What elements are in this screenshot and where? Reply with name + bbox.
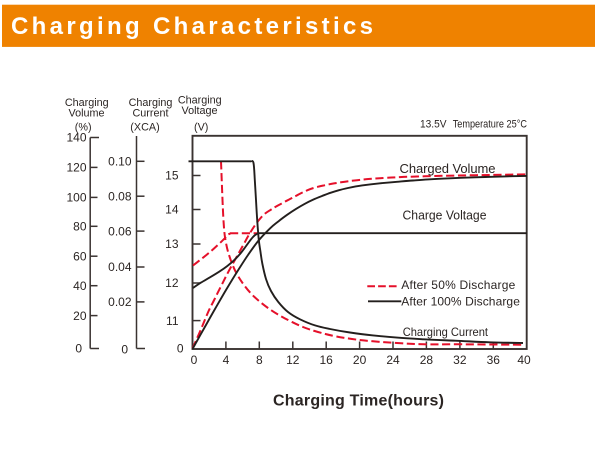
svg-text:20: 20 [73,309,87,323]
svg-text:Voltage: Voltage [181,105,217,117]
svg-text:0.08: 0.08 [108,189,132,203]
svg-text:140: 140 [66,131,86,145]
svg-text:Charge Voltage: Charge Voltage [403,208,487,222]
svg-text:14: 14 [165,203,179,217]
svg-text:40: 40 [73,279,87,293]
svg-text:100: 100 [66,191,86,205]
svg-text:13: 13 [165,237,179,251]
svg-text:After 50% Discharge: After 50% Discharge [401,278,515,292]
svg-text:40: 40 [517,353,531,367]
svg-text:(%): (%) [75,122,92,134]
svg-text:Charging: Charging [129,97,173,109]
svg-text:Charged Volume: Charged Volume [400,161,496,176]
svg-text:0: 0 [75,342,82,356]
svg-text:24: 24 [386,353,400,367]
svg-text:32: 32 [453,353,467,367]
svg-text:8: 8 [256,353,263,367]
svg-text:After 100% Discharge: After 100% Discharge [401,294,520,308]
svg-text:0.02: 0.02 [108,295,132,309]
svg-text:Volume: Volume [68,107,104,119]
svg-text:16: 16 [320,353,334,367]
svg-text:12: 12 [286,353,300,367]
svg-text:(XCA): (XCA) [130,122,159,134]
svg-text:0: 0 [177,342,184,356]
svg-text:28: 28 [420,353,434,367]
svg-text:0.10: 0.10 [108,155,132,169]
svg-text:Charging Characteristics: Charging Characteristics [11,13,373,40]
svg-text:12: 12 [165,276,179,290]
svg-text:Current: Current [132,107,168,119]
svg-text:Charging: Charging [65,97,109,109]
svg-text:Temperature 25°C: Temperature 25°C [453,118,527,130]
svg-text:(V): (V) [194,122,208,134]
svg-text:0.06: 0.06 [108,224,132,238]
svg-text:Charging Time(hours): Charging Time(hours) [273,393,444,410]
svg-text:15: 15 [165,169,179,183]
svg-text:Charging: Charging [178,95,222,107]
svg-text:36: 36 [487,353,501,367]
svg-text:13.5V: 13.5V [420,118,447,130]
svg-text:0: 0 [191,353,198,367]
svg-text:4: 4 [223,353,230,367]
svg-text:11: 11 [166,314,179,328]
svg-text:60: 60 [73,249,87,263]
svg-text:80: 80 [73,220,87,234]
svg-text:Charging Current: Charging Current [403,325,489,339]
svg-text:20: 20 [353,353,367,367]
svg-text:120: 120 [66,161,86,175]
svg-text:0: 0 [121,343,128,357]
svg-text:0.04: 0.04 [108,260,132,274]
